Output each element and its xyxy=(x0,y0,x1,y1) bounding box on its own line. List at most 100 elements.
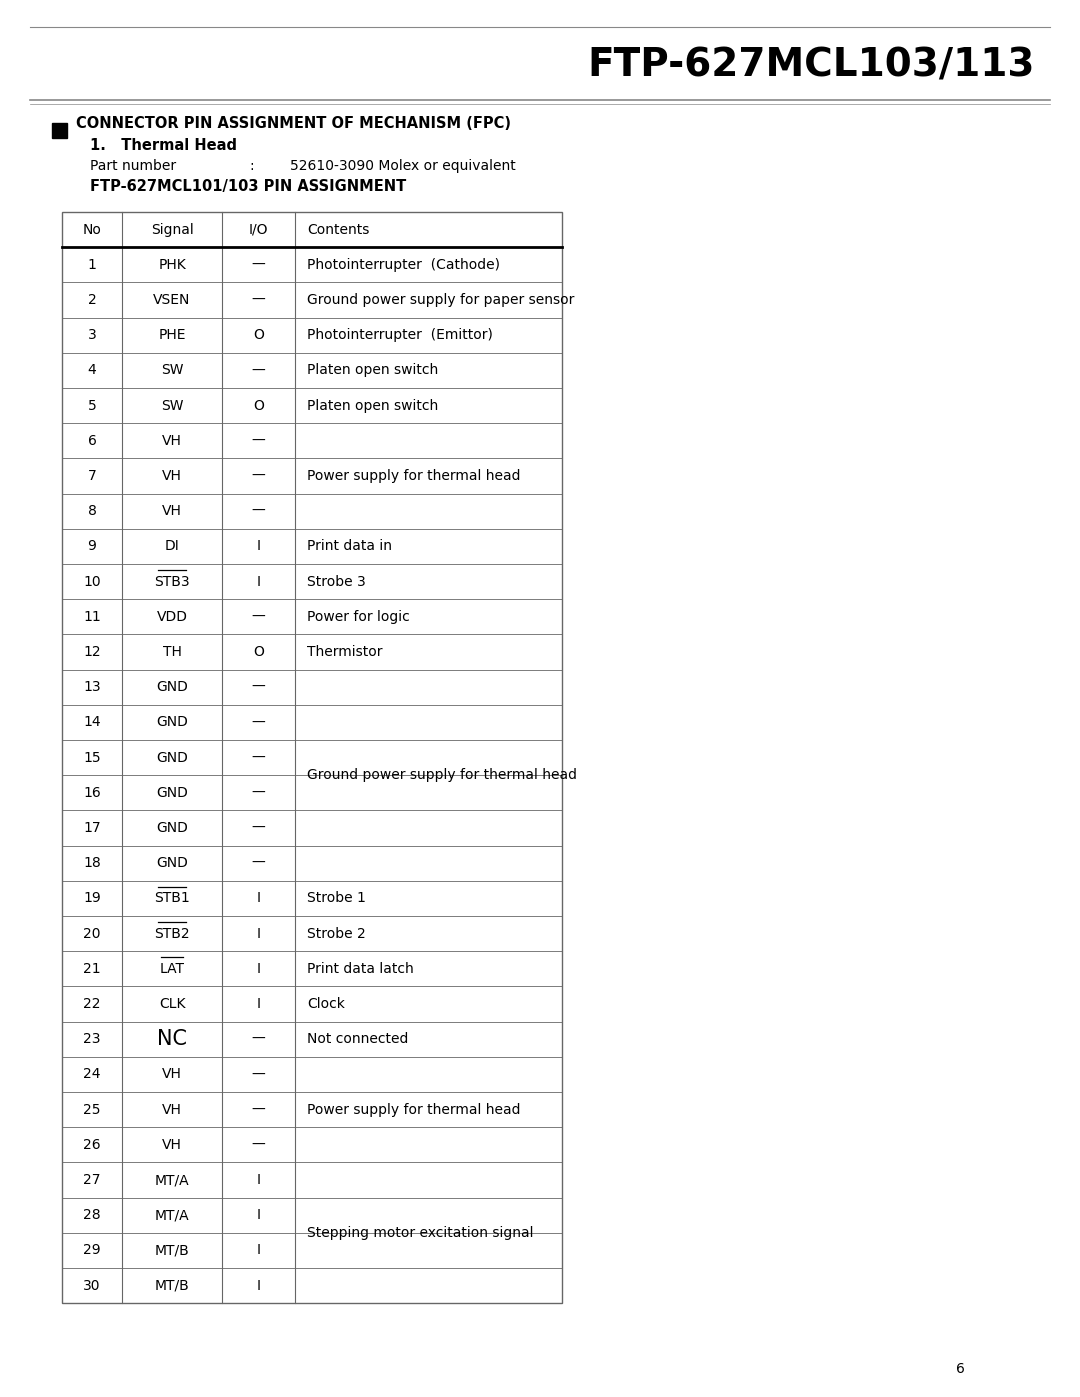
Text: 27: 27 xyxy=(83,1173,100,1187)
Text: 18: 18 xyxy=(83,856,100,870)
Text: GND: GND xyxy=(157,715,188,729)
Text: STB2: STB2 xyxy=(154,926,190,940)
Text: 5: 5 xyxy=(87,398,96,412)
Text: —: — xyxy=(252,680,266,694)
Text: Print data in: Print data in xyxy=(307,539,392,553)
Text: —: — xyxy=(252,293,266,307)
Text: SW: SW xyxy=(161,363,184,377)
Text: 6: 6 xyxy=(956,1362,964,1376)
Text: FTP-627MCL101/103 PIN ASSIGNMENT: FTP-627MCL101/103 PIN ASSIGNMENT xyxy=(90,179,406,194)
Text: 24: 24 xyxy=(83,1067,100,1081)
Text: 7: 7 xyxy=(87,469,96,483)
Text: 2: 2 xyxy=(87,293,96,307)
Text: PHK: PHK xyxy=(158,258,186,272)
Text: 21: 21 xyxy=(83,961,100,975)
Text: —: — xyxy=(252,434,266,448)
Text: 1: 1 xyxy=(87,258,96,272)
Text: STB3: STB3 xyxy=(154,574,190,588)
Text: TH: TH xyxy=(163,645,181,659)
Text: Part number: Part number xyxy=(90,159,176,173)
Text: No: No xyxy=(82,222,102,236)
Text: Not connected: Not connected xyxy=(307,1032,408,1046)
Text: —: — xyxy=(252,363,266,377)
Text: NC: NC xyxy=(157,1030,187,1049)
Text: —: — xyxy=(252,785,266,800)
Text: PHE: PHE xyxy=(159,328,186,342)
Bar xyxy=(52,123,67,138)
Text: 29: 29 xyxy=(83,1243,100,1257)
Text: VH: VH xyxy=(162,1137,181,1151)
Text: Strobe 1: Strobe 1 xyxy=(307,891,366,905)
Text: Power for logic: Power for logic xyxy=(307,610,409,624)
Text: 9: 9 xyxy=(87,539,96,553)
Text: SW: SW xyxy=(161,398,184,412)
Text: VH: VH xyxy=(162,434,181,448)
Text: I: I xyxy=(257,926,260,940)
Text: GND: GND xyxy=(157,821,188,835)
Text: —: — xyxy=(252,469,266,483)
Text: I/O: I/O xyxy=(248,222,268,236)
Text: I: I xyxy=(257,574,260,588)
Text: Print data latch: Print data latch xyxy=(307,961,414,975)
Text: —: — xyxy=(252,750,266,764)
Text: Strobe 2: Strobe 2 xyxy=(307,926,366,940)
Text: I: I xyxy=(257,539,260,553)
Bar xyxy=(62,212,562,1303)
Text: I: I xyxy=(257,961,260,975)
Text: 15: 15 xyxy=(83,750,100,764)
Text: FTP-627MCL103/113: FTP-627MCL103/113 xyxy=(588,46,1035,84)
Text: 17: 17 xyxy=(83,821,100,835)
Text: 52610-3090 Molex or equivalent: 52610-3090 Molex or equivalent xyxy=(291,159,516,173)
Text: Platen open switch: Platen open switch xyxy=(307,398,438,412)
Text: Ground power supply for thermal head: Ground power supply for thermal head xyxy=(307,768,577,782)
Text: Thermistor: Thermistor xyxy=(307,645,382,659)
Text: Platen open switch: Platen open switch xyxy=(307,363,438,377)
Text: 10: 10 xyxy=(83,574,100,588)
Text: I: I xyxy=(257,1278,260,1292)
Text: 1.   Thermal Head: 1. Thermal Head xyxy=(90,137,237,152)
Text: GND: GND xyxy=(157,785,188,800)
Text: —: — xyxy=(252,504,266,518)
Text: GND: GND xyxy=(157,856,188,870)
Text: O: O xyxy=(253,398,264,412)
Text: LAT: LAT xyxy=(160,961,185,975)
Text: VH: VH xyxy=(162,504,181,518)
Text: I: I xyxy=(257,997,260,1011)
Text: 4: 4 xyxy=(87,363,96,377)
Text: GND: GND xyxy=(157,680,188,694)
Text: 3: 3 xyxy=(87,328,96,342)
Text: 28: 28 xyxy=(83,1208,100,1222)
Text: VH: VH xyxy=(162,1067,181,1081)
Text: —: — xyxy=(252,610,266,624)
Text: 14: 14 xyxy=(83,715,100,729)
Text: I: I xyxy=(257,1173,260,1187)
Text: 11: 11 xyxy=(83,610,100,624)
Text: 23: 23 xyxy=(83,1032,100,1046)
Text: 25: 25 xyxy=(83,1102,100,1116)
Text: 26: 26 xyxy=(83,1137,100,1151)
Text: Power supply for thermal head: Power supply for thermal head xyxy=(307,1102,521,1116)
Text: Stepping motor excitation signal: Stepping motor excitation signal xyxy=(307,1225,534,1239)
Text: —: — xyxy=(252,821,266,835)
Text: CONNECTOR PIN ASSIGNMENT OF MECHANISM (FPC): CONNECTOR PIN ASSIGNMENT OF MECHANISM (F… xyxy=(76,116,511,130)
Text: —: — xyxy=(252,856,266,870)
Text: —: — xyxy=(252,1067,266,1081)
Text: MT/A: MT/A xyxy=(154,1208,189,1222)
Text: O: O xyxy=(253,645,264,659)
Text: 12: 12 xyxy=(83,645,100,659)
Text: MT/B: MT/B xyxy=(154,1243,189,1257)
Text: Ground power supply for paper sensor: Ground power supply for paper sensor xyxy=(307,293,575,307)
Text: MT/A: MT/A xyxy=(154,1173,189,1187)
Text: GND: GND xyxy=(157,750,188,764)
Text: —: — xyxy=(252,1032,266,1046)
Text: —: — xyxy=(252,258,266,272)
Text: Power supply for thermal head: Power supply for thermal head xyxy=(307,469,521,483)
Text: 8: 8 xyxy=(87,504,96,518)
Text: I: I xyxy=(257,1208,260,1222)
Text: 6: 6 xyxy=(87,434,96,448)
Text: VH: VH xyxy=(162,1102,181,1116)
Text: 20: 20 xyxy=(83,926,100,940)
Text: Photointerrupter  (Cathode): Photointerrupter (Cathode) xyxy=(307,258,500,272)
Text: 30: 30 xyxy=(83,1278,100,1292)
Text: Contents: Contents xyxy=(307,222,369,236)
